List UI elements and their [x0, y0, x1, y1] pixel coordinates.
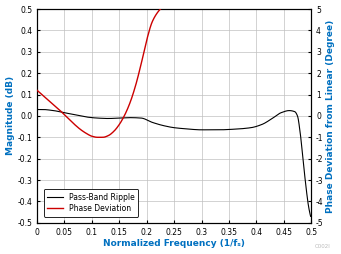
- X-axis label: Normalized Frequency (1/fₛ): Normalized Frequency (1/fₛ): [103, 240, 245, 248]
- Phase Deviation: [95, 136, 100, 139]
- Pass-Band Ripple: [66, 112, 70, 115]
- Legend: Pass-Band Ripple, Phase Deviation: Pass-Band Ripple, Phase Deviation: [44, 189, 138, 217]
- Pass-Band Ripple: [140, 117, 144, 120]
- Pass-Band Ripple: [35, 108, 39, 111]
- Pass-Band Ripple: [152, 121, 156, 124]
- Phase Deviation: [48, 100, 52, 103]
- Phase Deviation: [89, 135, 93, 138]
- Phase Deviation: [35, 89, 39, 92]
- Pass-Band Ripple: [83, 115, 87, 118]
- Text: C002I: C002I: [315, 244, 331, 249]
- Line: Pass-Band Ripple: Pass-Band Ripple: [37, 109, 311, 216]
- Phase Deviation: [120, 119, 124, 122]
- Pass-Band Ripple: [303, 179, 307, 182]
- Pass-Band Ripple: [309, 215, 313, 218]
- Phase Deviation: [131, 91, 135, 94]
- Y-axis label: Phase Deviation from Linear (Degree): Phase Deviation from Linear (Degree): [326, 19, 336, 213]
- Pass-Band Ripple: [274, 115, 278, 118]
- Y-axis label: Magnitude (dB): Magnitude (dB): [5, 76, 15, 155]
- Phase Deviation: [134, 84, 138, 87]
- Phase Deviation: [158, 8, 162, 11]
- Line: Phase Deviation: Phase Deviation: [37, 9, 160, 137]
- Phase Deviation: [85, 132, 89, 135]
